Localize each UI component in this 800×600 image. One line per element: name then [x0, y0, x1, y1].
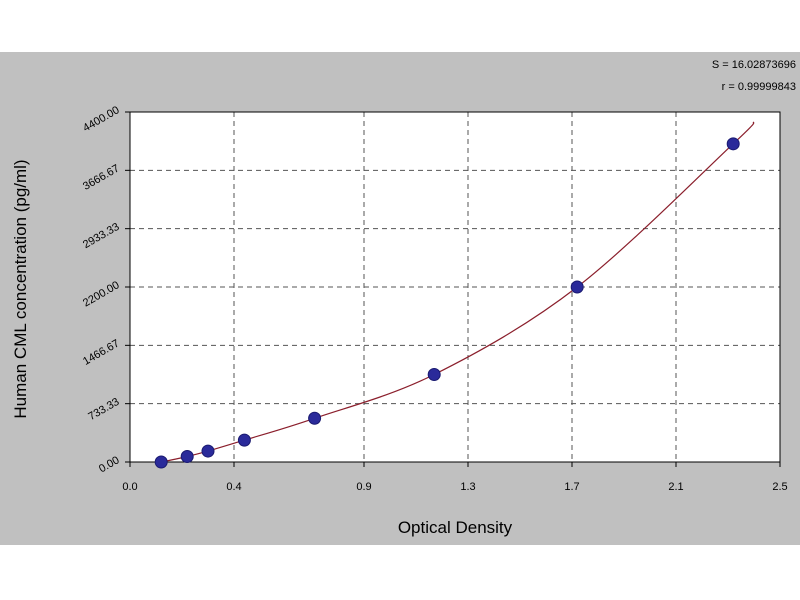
y-axis-title: Human CML concentration (pg/ml)	[11, 159, 30, 418]
x-tick-label: 0.9	[356, 481, 371, 493]
x-tick-label: 2.5	[772, 481, 787, 493]
chart-svg: 0.0 0.4 0.9 1.3 1.7 2.1 2.5 0.00 733.33 1466.67 2…	[11, 59, 796, 537]
x-axis-ticks: 0.0 0.4 0.9 1.3 1.7 2.1 2.5	[122, 462, 788, 493]
x-tick-label: 2.1	[668, 481, 683, 493]
data-point-5	[308, 411, 322, 425]
y-tick-label: 0.00	[97, 454, 122, 475]
data-point-2	[180, 450, 194, 464]
fit-curve	[161, 121, 755, 463]
x-tick-label: 0.0	[122, 481, 137, 493]
x-axis-title: Optical Density	[398, 518, 513, 537]
data-point-4	[237, 433, 251, 447]
y-tick-label: 1466.67	[81, 338, 121, 368]
data-points	[154, 137, 740, 469]
data-point-1	[154, 455, 168, 469]
y-tick-label: 2200.00	[81, 279, 121, 309]
data-point-8	[726, 137, 740, 151]
gridlines	[130, 112, 780, 462]
stat-line-s: S = 16.02873696	[712, 59, 796, 71]
y-tick-label: 3666.67	[81, 163, 121, 193]
x-tick-label: 0.4	[226, 481, 241, 493]
data-point-7	[570, 280, 584, 294]
y-axis-ticks: 0.00 733.33 1466.67 2200.00 2933.33 3666.67 44…	[81, 104, 130, 475]
y-tick-label: 2933.33	[81, 221, 121, 251]
chart-panel: 0.0 0.4 0.9 1.3 1.7 2.1 2.5 0.00 733.33 1466.67 2…	[0, 52, 800, 545]
y-tick-label: 733.33	[86, 396, 121, 423]
x-tick-label: 1.7	[564, 481, 579, 493]
x-tick-label: 1.3	[460, 481, 475, 493]
y-tick-label: 4400.00	[81, 104, 121, 134]
data-point-6	[427, 368, 441, 381]
stat-line-r: r = 0.99999843	[722, 81, 796, 93]
data-point-3	[201, 444, 215, 458]
